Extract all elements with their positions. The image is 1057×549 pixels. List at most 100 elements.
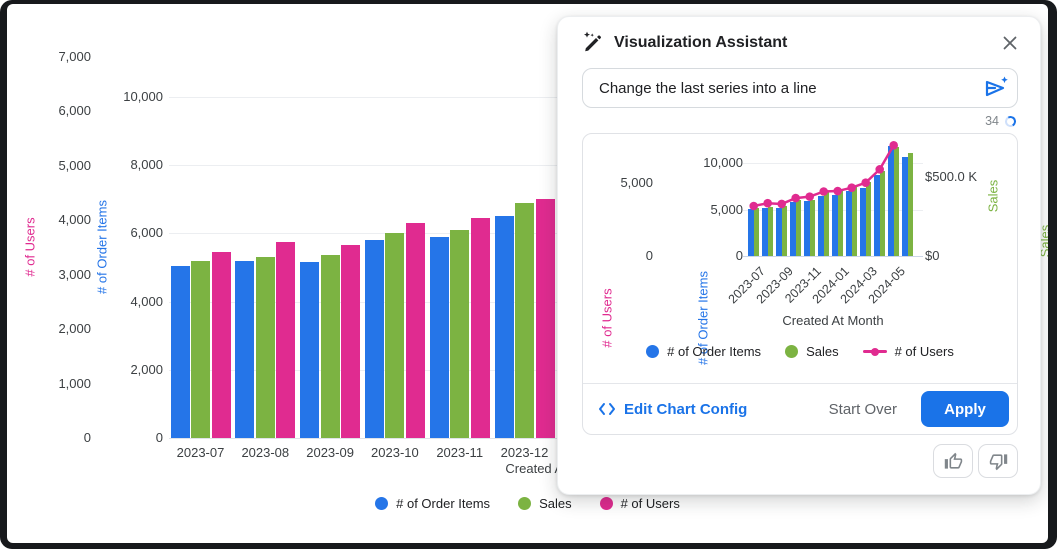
preview-bar-order_items bbox=[902, 156, 908, 256]
main-users-tick: 0 bbox=[83, 430, 91, 445]
main-bar-users bbox=[470, 217, 490, 438]
preview-bar-sales bbox=[809, 199, 816, 256]
main-bar-users bbox=[341, 244, 361, 438]
preview-bar-order_items bbox=[832, 195, 838, 256]
preview-bar-sales bbox=[837, 191, 844, 256]
assistant-response-card: # of Users # of Order Items Sales Create… bbox=[582, 133, 1018, 435]
preview-bar-sales bbox=[907, 153, 914, 256]
send-icon[interactable] bbox=[982, 74, 1010, 102]
magic-pen-icon bbox=[581, 30, 605, 54]
main-bar-order_items bbox=[170, 265, 190, 438]
main-gridline bbox=[169, 233, 941, 235]
main-bar-order_items bbox=[300, 262, 320, 438]
main-users-tick: 5,000 bbox=[58, 157, 91, 173]
main-bar-sales bbox=[515, 202, 534, 438]
main-bar-sales bbox=[191, 260, 210, 438]
legend-dot bbox=[599, 497, 613, 510]
preview-bar-sales bbox=[795, 200, 802, 256]
thumbs-down-button[interactable] bbox=[978, 444, 1018, 478]
preview-bar-order_items bbox=[818, 195, 824, 256]
main-users-tick: 6,000 bbox=[58, 103, 91, 119]
main-order_items-tick: 10,000 bbox=[123, 89, 163, 104]
preview-sales-tick: $500.0 K bbox=[925, 169, 978, 184]
main-bar-users bbox=[211, 252, 231, 438]
main-x-tick: 2023-09 bbox=[306, 445, 354, 460]
preview-bar-sales bbox=[893, 146, 900, 256]
preview-sales-tick: $0 bbox=[925, 248, 940, 263]
main-users-tick: 3,000 bbox=[58, 266, 91, 282]
main-gridline bbox=[169, 301, 941, 303]
preview-chart-legend: # of Order Items Sales # of Users bbox=[583, 344, 1017, 359]
legend-item-label: # of Users bbox=[620, 496, 680, 511]
main-bar-sales bbox=[450, 229, 470, 438]
legend-item-label: # of Order Items bbox=[396, 496, 491, 511]
main-gridline bbox=[169, 369, 941, 371]
preview-users-tick: 5,000 bbox=[620, 174, 653, 190]
main-x-tick: 2023-12 bbox=[500, 445, 549, 460]
main-x-tick: 2023-08 bbox=[241, 445, 290, 460]
visualization-assistant-dialog: Visualization Assistant 34 # of U bbox=[557, 16, 1041, 495]
main-x-tick: 2023-10 bbox=[371, 445, 419, 460]
main-gridline bbox=[169, 165, 941, 167]
legend-item[interactable]: Sales bbox=[518, 496, 572, 511]
legend-item-label: Sales bbox=[806, 344, 839, 359]
main-chart-legend: # of Order Items Sales # of Users bbox=[7, 496, 1048, 511]
legend-item[interactable]: # of Users bbox=[599, 496, 680, 511]
preview-x-axis-title: Created At Month bbox=[782, 313, 884, 328]
preview-bar-sales bbox=[851, 185, 858, 256]
preview-bar-order_items bbox=[762, 207, 768, 256]
char-counter: 34 bbox=[985, 114, 1018, 128]
main-bar-order_items bbox=[429, 236, 449, 438]
assistant-prompt-input[interactable] bbox=[582, 68, 1018, 108]
start-over-button[interactable]: Start Over bbox=[819, 401, 907, 418]
legend-item[interactable]: # of Order Items bbox=[646, 344, 761, 359]
legend-dot bbox=[785, 345, 799, 358]
preview-bar-sales bbox=[781, 206, 788, 256]
preview-bar-sales bbox=[767, 206, 774, 256]
legend-line-marker bbox=[862, 345, 887, 358]
main-order-items-axis-title: # of Order Items bbox=[94, 200, 110, 294]
preview-bar-order_items bbox=[776, 208, 782, 256]
main-users-tick: 7,000 bbox=[58, 48, 91, 64]
preview-bar-order_items bbox=[804, 201, 810, 256]
main-gridline bbox=[169, 97, 941, 98]
main-x-tick: 2023-11 bbox=[436, 445, 484, 460]
legend-dot bbox=[375, 497, 389, 510]
main-bar-sales bbox=[385, 233, 405, 438]
main-bar-users bbox=[535, 198, 555, 438]
preview-gridline bbox=[743, 256, 923, 257]
thumbs-up-button[interactable] bbox=[933, 444, 973, 478]
thumbs-up-icon bbox=[944, 452, 962, 469]
preview-bar-order_items bbox=[846, 191, 852, 256]
preview-users-axis-title: # of Users bbox=[599, 288, 615, 348]
edit-chart-config-button[interactable]: Edit Chart Config bbox=[598, 401, 747, 418]
legend-item[interactable]: # of Users bbox=[862, 344, 954, 359]
main-users-tick: 4,000 bbox=[58, 212, 91, 228]
char-count-value: 34 bbox=[985, 114, 999, 128]
code-icon bbox=[599, 403, 615, 415]
loading-spinner-icon bbox=[1003, 114, 1018, 128]
main-bar-order_items bbox=[494, 216, 514, 438]
main-bar-sales bbox=[255, 257, 275, 438]
legend-item-label: # of Users bbox=[894, 344, 954, 359]
legend-item[interactable]: # of Order Items bbox=[375, 496, 490, 511]
preview-bar-sales bbox=[823, 192, 830, 256]
main-bar-users bbox=[276, 242, 296, 438]
thumbs-down-icon bbox=[989, 453, 1007, 470]
preview-sales-axis-title: Sales bbox=[985, 179, 1001, 213]
close-icon[interactable] bbox=[996, 29, 1024, 57]
legend-item[interactable]: Sales bbox=[785, 344, 839, 359]
main-x-tick: 2023-07 bbox=[176, 445, 225, 460]
main-order_items-tick: 0 bbox=[155, 430, 163, 445]
edit-chart-config-label: Edit Chart Config bbox=[624, 400, 748, 418]
legend-line-dot bbox=[870, 347, 879, 356]
preview-order_items-tick: 0 bbox=[735, 248, 743, 263]
preview-order_items-tick: 5,000 bbox=[710, 201, 743, 217]
preview-bar-sales bbox=[865, 181, 872, 256]
preview-bar-order_items bbox=[874, 174, 880, 256]
legend-dot bbox=[518, 497, 532, 510]
feedback-buttons bbox=[933, 444, 1018, 478]
apply-button[interactable]: Apply bbox=[921, 391, 1009, 427]
assistant-card-footer: Edit Chart Config Start Over Apply bbox=[583, 383, 1017, 434]
